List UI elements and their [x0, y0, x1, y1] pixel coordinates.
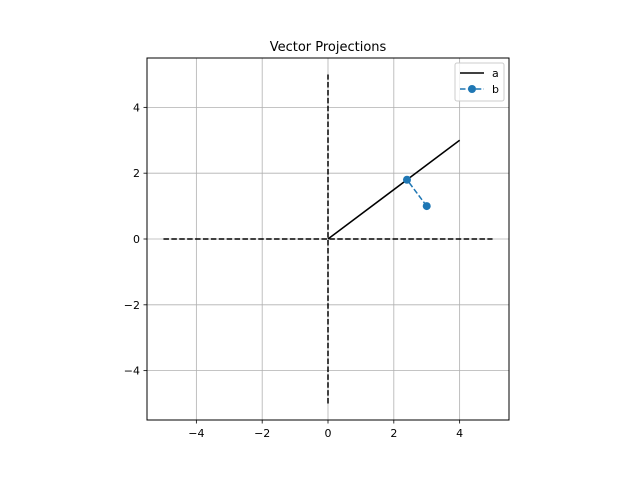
y-tick-label: −2: [124, 299, 140, 312]
y-tick-label: −4: [124, 365, 140, 378]
x-axis-ticks: −4 −2 0 2 4: [188, 420, 463, 440]
x-tick-label: −4: [188, 427, 204, 440]
legend: ab: [454, 62, 505, 102]
series-group: [327, 139, 461, 240]
series-line-a: [327, 139, 461, 240]
x-tick-label: 0: [325, 427, 332, 440]
x-tick-label: −2: [254, 427, 270, 440]
y-tick-label: 2: [133, 167, 140, 180]
legend-label-b: b: [492, 83, 499, 96]
legend-label-a: a: [492, 67, 499, 80]
series-point-b: [422, 202, 431, 211]
y-tick-label: 0: [133, 233, 140, 246]
legend-marker-b: [468, 85, 476, 93]
series-point-b: [402, 175, 411, 184]
y-axis-ticks: −4 −2 0 2 4: [124, 101, 147, 378]
x-tick-label: 4: [456, 427, 463, 440]
y-tick-label: 4: [133, 101, 140, 114]
series-line-b: [406, 179, 428, 207]
x-tick-label: 2: [390, 427, 397, 440]
chart-title: Vector Projections: [270, 40, 387, 55]
